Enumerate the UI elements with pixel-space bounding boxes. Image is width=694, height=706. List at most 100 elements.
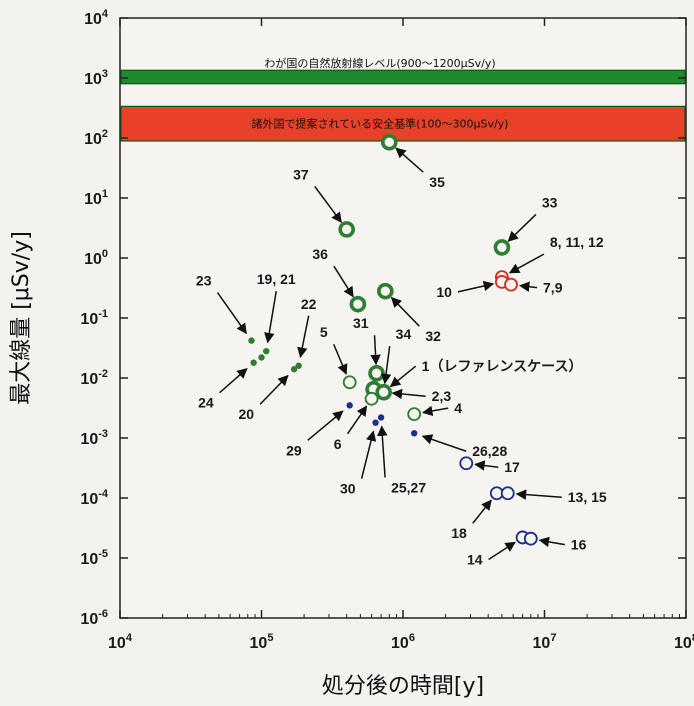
- x-tick-label: 104: [108, 632, 133, 652]
- annotation-label: 30: [340, 481, 356, 497]
- annotation-22: 26,28: [421, 434, 507, 459]
- annotation-label: 31: [353, 315, 369, 331]
- annotation-25: 17: [474, 459, 520, 475]
- annotation-label: 10: [436, 284, 452, 300]
- annotation-arrow: [380, 346, 392, 385]
- annotation-label: 16: [571, 537, 587, 553]
- x-tick-label: 108: [674, 632, 694, 652]
- annotation-label: 1（レファレンスケース）: [422, 358, 583, 374]
- y-tick-label: 104: [84, 8, 109, 28]
- annotation-13: 31: [353, 315, 381, 366]
- x-tick-label: 107: [533, 632, 557, 652]
- y-tick-label: 102: [84, 128, 108, 148]
- annotation-3: 36: [312, 246, 354, 298]
- annotation-arrow: [307, 410, 344, 441]
- annotation-10: 19, 21: [257, 271, 296, 344]
- annotation-arrow: [333, 265, 354, 298]
- annotation-18: 20: [239, 374, 289, 422]
- annotation-arrow: [370, 335, 381, 366]
- annotation-8: 32: [390, 296, 441, 344]
- data-point-20: [295, 362, 302, 369]
- bands: わが国の自然放射線レベル(900～1200μSv/y) 諸外国で提案されている安全…: [120, 56, 686, 142]
- annotation-arrow: [488, 541, 516, 561]
- annotation-arrow: [515, 489, 562, 500]
- annotation-5: 8, 11, 12: [508, 234, 604, 274]
- y-tick-label: 101: [84, 188, 108, 208]
- data-point-14: [407, 407, 422, 422]
- y-tick-label: 10-3: [80, 428, 108, 448]
- annotation-28: 14: [467, 541, 516, 567]
- annotation-label: 18: [451, 525, 467, 541]
- annotation-arrow: [395, 147, 424, 173]
- annotation-arrow: [507, 213, 537, 242]
- annotation-label: 17: [504, 459, 520, 475]
- data-point-3: [493, 239, 511, 256]
- annotation-arrow: [264, 291, 277, 344]
- annotation-label: 26,28: [472, 443, 507, 459]
- data-point-1: [380, 133, 398, 151]
- data-point-22: [372, 419, 379, 426]
- annotation-7: 10: [436, 280, 495, 300]
- y-tick-label: 10-1: [80, 308, 108, 328]
- annotation-4: 33: [507, 194, 558, 242]
- annotation-arrow: [389, 365, 417, 388]
- data-point-23: [377, 414, 385, 421]
- annotation-label: 5: [320, 324, 328, 340]
- data-point-5: [377, 282, 394, 300]
- annotation-arrow: [216, 292, 247, 335]
- annotation-16: 2,3: [391, 388, 451, 404]
- data-point-4: [349, 295, 367, 313]
- band-1-label: わが国の自然放射線レベル(900～1200μSv/y): [264, 56, 495, 70]
- axes: 10410310210110010-110-210-310-410-510-61…: [80, 8, 694, 652]
- y-axis-title: 最大線量 [μSv/y]: [9, 231, 34, 405]
- data-point-11: [375, 383, 392, 401]
- data-point-27: [500, 486, 515, 501]
- annotation-label: 24: [198, 395, 214, 411]
- annotation-arrow: [314, 185, 342, 223]
- y-tick-label: 10-2: [80, 368, 108, 388]
- y-tick-label: 10-5: [80, 548, 108, 568]
- data-point-8: [504, 277, 518, 292]
- data-point-16: [250, 359, 257, 366]
- data-point-18: [263, 347, 270, 355]
- annotation-arrow: [538, 536, 565, 548]
- annotation-11: 22: [297, 296, 317, 358]
- y-tick-label: 10-4: [80, 488, 108, 508]
- annotation-arrow: [457, 280, 495, 293]
- x-tick-label: 105: [250, 632, 274, 652]
- annotations: 35 37 36 33 8, 11, 12 7,9 10 32 23 19, 21 225 31 34 1…: [196, 147, 607, 567]
- y-tick-label: 10-6: [80, 608, 108, 628]
- annotation-label: 25,27: [391, 479, 426, 495]
- annotation-label: 36: [312, 246, 328, 262]
- annotation-26: 13, 15: [515, 489, 607, 505]
- annotation-label: 8, 11, 12: [550, 234, 604, 250]
- data-point-19: [290, 366, 298, 373]
- annotation-19: 29: [286, 410, 344, 458]
- annotation-label: 33: [542, 194, 558, 210]
- data-point-24: [411, 430, 418, 437]
- annotation-29: 16: [538, 536, 587, 553]
- annotation-label: 4: [454, 400, 462, 416]
- annotation-arrow: [474, 460, 499, 471]
- annotation-label: 20: [239, 406, 255, 422]
- annotation-arrow: [297, 315, 310, 358]
- annotation-label: 22: [301, 296, 317, 312]
- annotation-9: 23: [196, 273, 247, 335]
- annotation-arrow: [332, 343, 348, 375]
- annotation-6: 7,9: [518, 280, 563, 296]
- annotation-arrow: [508, 253, 545, 274]
- annotation-24: 25,27: [377, 425, 426, 495]
- data-point-12: [342, 375, 357, 390]
- annotation-label: 13, 15: [568, 489, 607, 505]
- annotation-label: 6: [334, 436, 342, 452]
- annotation-arrow: [377, 425, 388, 478]
- annotation-arrow: [391, 388, 426, 400]
- annotation-21: 4: [422, 400, 462, 416]
- data-point-25: [459, 456, 474, 471]
- data-point-29: [523, 531, 538, 546]
- annotation-label: 23: [196, 273, 212, 289]
- data-point-17: [258, 354, 265, 361]
- annotation-14: 34: [380, 326, 411, 385]
- annotation-27: 18: [451, 499, 492, 541]
- annotation-arrow: [259, 374, 289, 405]
